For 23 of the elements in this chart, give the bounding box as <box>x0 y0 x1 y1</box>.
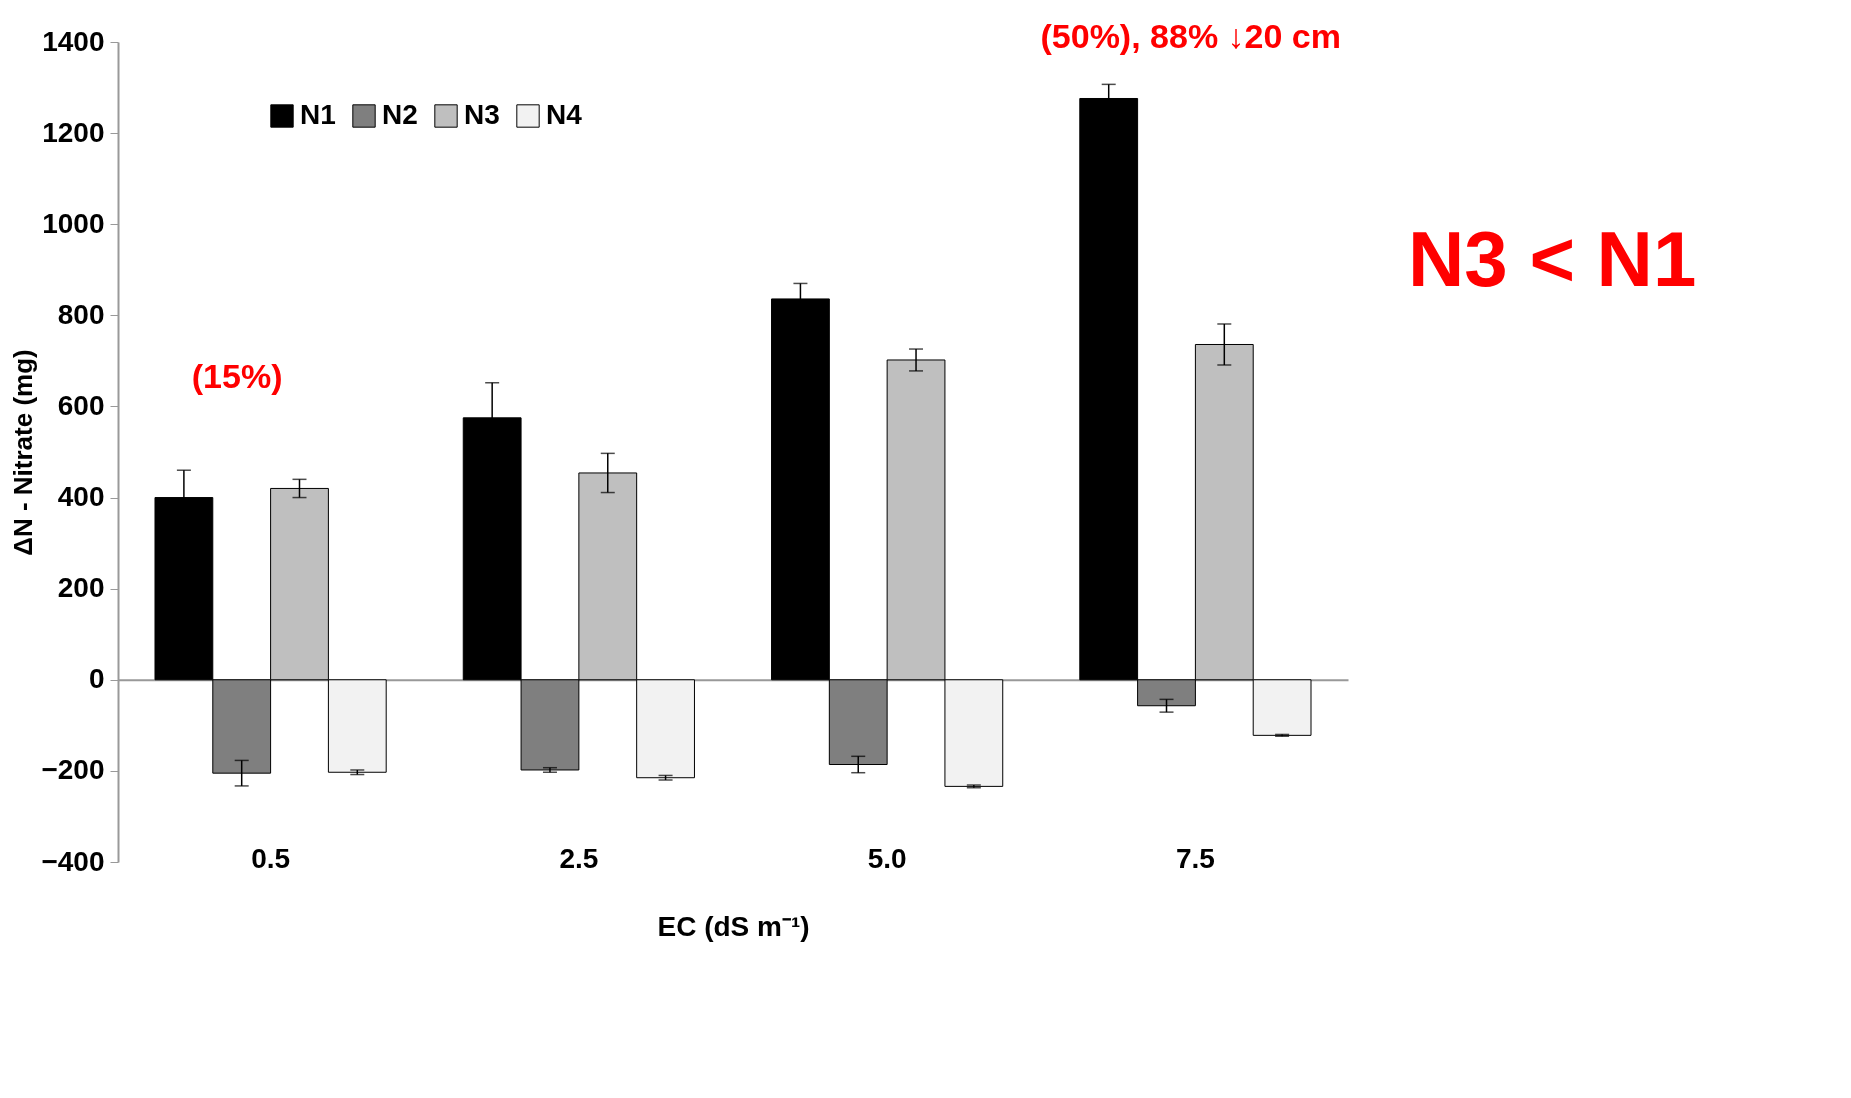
legend-label: N4 <box>546 99 583 130</box>
y-tick-label: 600 <box>57 389 105 421</box>
annotation: (15%) <box>191 357 283 396</box>
y-tick-label: −400 <box>41 845 105 877</box>
y-tick-label: 800 <box>57 298 105 330</box>
y-tick-label: 200 <box>57 572 105 604</box>
y-tick-label: −200 <box>41 754 105 786</box>
x-axis-title: EC (dS m⁻¹) <box>657 911 810 943</box>
y-tick-label: 1400 <box>42 25 105 57</box>
x-tick-label: 7.5 <box>1175 843 1215 875</box>
y-tick-label: 1200 <box>42 116 105 148</box>
x-tick-label: 2.5 <box>559 843 599 875</box>
y-tick-label: 0 <box>88 663 105 695</box>
legend-label: N1 <box>300 99 336 130</box>
annotation: (50%), 88% ↓20 cm <box>1040 16 1341 55</box>
text: N3 < N1 <box>1408 215 1697 304</box>
x-tick-label: 5.0 <box>867 843 907 875</box>
y-tick-label: 1000 <box>42 207 105 239</box>
legend-label: N2 <box>382 99 418 130</box>
legend-label: N3 <box>464 99 500 130</box>
x-tick-label: 0.5 <box>251 843 291 875</box>
y-axis-title: ΔN - Nitrate (mg) <box>8 349 39 556</box>
y-tick-label: 400 <box>57 481 105 513</box>
